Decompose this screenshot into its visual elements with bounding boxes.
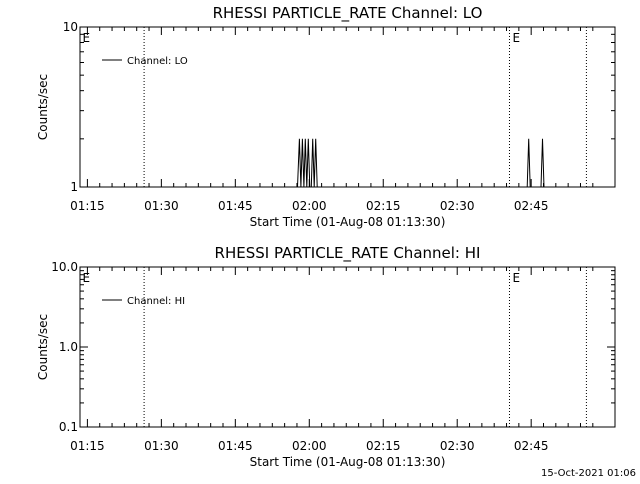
chart-title: RHESSI PARTICLE_RATE Channel: HI [215,244,481,263]
y-tick-label: 1.0 [59,340,78,354]
y-tick-label: 10 [63,20,78,34]
x-tick-label: 01:30 [144,439,179,453]
hi-channel-panel: RHESSI PARTICLE_RATE Channel: HI E E 01:15 0… [36,244,616,469]
y-tick-label: 1 [70,180,78,194]
x-tick-label: 02:00 [292,439,327,453]
x-tick-label: 02:15 [366,199,401,213]
chart-title: RHESSI PARTICLE_RATE Channel: LO [213,4,483,23]
legend-label: Channel: HI [127,296,185,307]
y-axis-label: Counts/sec [36,74,50,140]
event-marker: E [512,271,520,285]
x-tick-label: 02:45 [514,199,549,213]
x-tick-label: 01:45 [218,199,253,213]
lo-channel-panel: RHESSI PARTICLE_RATE Channel: LO E E 01:15 0… [36,4,616,229]
y-tick-label: 10.0 [51,260,78,274]
x-tick-label: 01:15 [70,439,105,453]
event-marker: E [82,271,90,285]
x-tick-label: 02:30 [440,439,475,453]
x-axis-label: Start Time (01-Aug-08 01:13:30) [250,455,446,469]
x-tick-label: 02:15 [366,439,401,453]
legend-label: Channel: LO [127,56,188,67]
x-tick-label: 01:15 [70,199,105,213]
plot-frame [79,266,616,428]
y-tick-label: 0.1 [59,420,78,434]
x-axis-label: Start Time (01-Aug-08 01:13:30) [250,215,446,229]
plot-frame [79,26,616,188]
event-marker: E [82,31,90,45]
y-axis-label: Counts/sec [36,314,50,380]
x-tick-label: 02:45 [514,439,549,453]
event-marker: E [512,31,520,45]
series-line [80,138,615,188]
x-tick-label: 02:00 [292,199,327,213]
x-tick-label: 01:30 [144,199,179,213]
footer-timestamp: 15-Oct-2021 01:06 [541,468,636,479]
x-tick-label: 01:45 [218,439,253,453]
x-tick-label: 02:30 [440,199,475,213]
